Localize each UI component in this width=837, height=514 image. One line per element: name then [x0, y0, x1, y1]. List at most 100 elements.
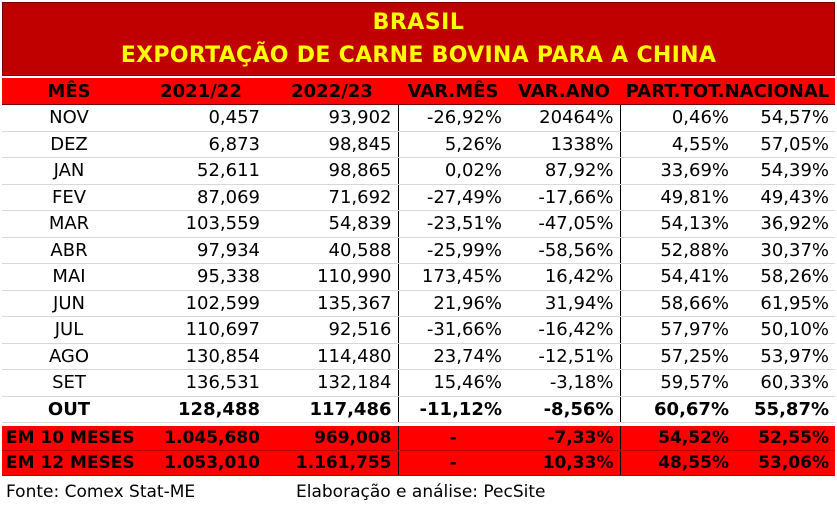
cell-var-mes: -11,12% — [397, 396, 508, 423]
cell-month: DEZ — [2, 131, 136, 158]
table-row: SET 136,531 132,184 15,46% -3,18% 59,57% 60,33… — [2, 369, 836, 397]
cell-2021-22: 95,338 — [136, 263, 266, 291]
table-row: OUT 128,488 117,486 -11,12% -8,56% 60,67% 55,8… — [2, 396, 836, 423]
cell-2022-23: 54,839 — [266, 210, 398, 238]
table-row: JUL 110,697 92,516 -31,66% -16,42% 57,97% 50,1… — [2, 316, 836, 344]
total-cell-2021-22: 1.053,010 — [136, 450, 266, 476]
cell-2022-23: 40,588 — [266, 237, 398, 264]
cell-var-mes: 23,74% — [397, 343, 508, 370]
cell-2022-23: 92,516 — [266, 316, 398, 344]
cell-2021-22: 6,873 — [136, 131, 266, 158]
cell-part-2021-22: 54,13% — [619, 210, 735, 238]
header-row: MÊS 2021/22 2022/23 VAR.MÊS VAR.ANO PART… — [2, 78, 836, 105]
cell-2022-23: 135,367 — [266, 290, 398, 317]
table-row: MAI 95,338 110,990 173,45% 16,42% 54,41% 58,26… — [2, 263, 836, 291]
cell-month: ABR — [2, 237, 136, 264]
cell-part-2021-22: 33,69% — [619, 157, 735, 185]
cell-month: FEV — [2, 184, 136, 211]
cell-part-2022-23: 53,97% — [735, 343, 836, 370]
cell-part-2021-22: 49,81% — [619, 184, 735, 211]
cell-part-2021-22: 52,88% — [619, 237, 735, 264]
cell-var-mes: -23,51% — [397, 210, 508, 238]
header-var-mes: VAR.MÊS — [398, 78, 508, 105]
cell-month: JUL — [2, 316, 136, 344]
total-cell-part-2021-22: 48,55% — [619, 450, 735, 476]
cell-part-2021-22: 57,97% — [619, 316, 735, 344]
cell-part-2022-23: 54,39% — [735, 157, 836, 185]
cell-var-mes: -27,49% — [397, 184, 508, 211]
cell-part-2022-23: 61,95% — [735, 290, 836, 317]
cell-2021-22: 87,069 — [136, 184, 266, 211]
total-cell-part-2021-22: 54,52% — [619, 426, 735, 451]
cell-var-ano: -8,56% — [508, 396, 620, 423]
cell-var-mes: 173,45% — [397, 263, 508, 291]
header-month: MÊS — [2, 78, 136, 105]
cell-var-mes: -31,66% — [397, 316, 508, 344]
cell-2021-22: 103,559 — [136, 210, 266, 238]
cell-part-2021-22: 59,57% — [619, 369, 735, 397]
cell-var-ano: 1338% — [508, 131, 620, 158]
total-cell-var-mes: - — [397, 450, 508, 476]
total-row: EM 12 MESES 1.053,010 1.161,755-10,33% 48,5… — [2, 450, 836, 476]
spacer-row — [2, 422, 836, 426]
cell-month: JAN — [2, 157, 136, 185]
cell-var-mes: 15,46% — [397, 369, 508, 397]
cell-month: NOV — [2, 104, 136, 132]
spacer-cell — [2, 422, 836, 426]
total-cell-var-mes: - — [397, 426, 508, 451]
total-cell-month: EM 10 MESES — [2, 426, 136, 451]
total-cell-var-ano: 10,33% — [508, 450, 620, 476]
cell-var-mes: 5,26% — [397, 131, 508, 158]
cell-part-2021-22: 54,41% — [619, 263, 735, 291]
cell-2021-22: 0,457 — [136, 104, 266, 132]
cell-2022-23: 114,480 — [266, 343, 398, 370]
cell-2022-23: 117,486 — [266, 396, 398, 423]
cell-var-ano: 87,92% — [508, 157, 620, 185]
header-var-ano: VAR.ANO — [508, 78, 620, 105]
credit-note: Elaboração e análise: PecSite — [296, 482, 546, 502]
table-row: FEV 87,069 71,692 -27,49% -17,66% 49,81% 49,43… — [2, 184, 836, 211]
cell-var-mes: 21,96% — [397, 290, 508, 317]
cell-part-2022-23: 36,92% — [735, 210, 836, 238]
cell-month: OUT — [2, 396, 136, 423]
header-part-tot-nacional: PART.TOT.NACIONAL — [620, 78, 836, 105]
cell-2021-22: 102,599 — [136, 290, 266, 317]
cell-2021-22: 110,697 — [136, 316, 266, 344]
table-row: ABR 97,934 40,588 -25,99% -58,56% 52,88% 30,37… — [2, 237, 836, 264]
table-title: BRASIL — [372, 10, 465, 35]
cell-part-2021-22: 4,55% — [619, 131, 735, 158]
cell-2022-23: 110,990 — [266, 263, 398, 291]
cell-2022-23: 98,865 — [266, 157, 398, 185]
total-cell-2022-23: 1.161,755 — [266, 450, 398, 476]
cell-var-mes: 0,02% — [397, 157, 508, 185]
cell-part-2022-23: 49,43% — [735, 184, 836, 211]
table-body: NOV 0,457 93,902 -26,92% 20464% 0,46% 54,57% DE… — [2, 104, 836, 476]
cell-part-2021-22: 60,67% — [619, 396, 735, 423]
cell-part-2022-23: 50,10% — [735, 316, 836, 344]
cell-var-ano: -16,42% — [508, 316, 620, 344]
table-row: NOV 0,457 93,902 -26,92% 20464% 0,46% 54,57% — [2, 104, 836, 132]
total-cell-part-2022-23: 53,06% — [735, 450, 836, 476]
cell-2022-23: 93,902 — [266, 104, 398, 132]
cell-part-2022-23: 54,57% — [735, 104, 836, 132]
cell-2021-22: 136,531 — [136, 369, 266, 397]
cell-part-2022-23: 30,37% — [735, 237, 836, 264]
cell-month: JUN — [2, 290, 136, 317]
cell-part-2021-22: 0,46% — [619, 104, 735, 132]
export-table: MÊS 2021/22 2022/23 VAR.MÊS VAR.ANO PART… — [2, 78, 836, 476]
source-note: Fonte: Comex Stat-ME — [6, 482, 196, 502]
total-row: EM 10 MESES 1.045,680 969,008- -7,33% 54,52%… — [2, 426, 836, 451]
title-banner: BRASIL EXPORTAÇÃO DE CARNE BOVINA PARA A… — [2, 2, 835, 76]
table-subtitle: EXPORTAÇÃO DE CARNE BOVINA PARA A CHINA — [120, 43, 717, 68]
cell-var-ano: -17,66% — [508, 184, 620, 211]
cell-var-ano: 20464% — [508, 104, 620, 132]
cell-var-ano: 16,42% — [508, 263, 620, 291]
table-row: MAR 103,559 54,839 -23,51% -47,05% 54,13% 36,9… — [2, 210, 836, 238]
cell-2021-22: 97,934 — [136, 237, 266, 264]
cell-part-2022-23: 55,87% — [735, 396, 836, 423]
total-cell-part-2022-23: 52,55% — [735, 426, 836, 451]
total-cell-var-ano: -7,33% — [508, 426, 620, 451]
total-cell-month: EM 12 MESES — [2, 450, 136, 476]
cell-2022-23: 132,184 — [266, 369, 398, 397]
